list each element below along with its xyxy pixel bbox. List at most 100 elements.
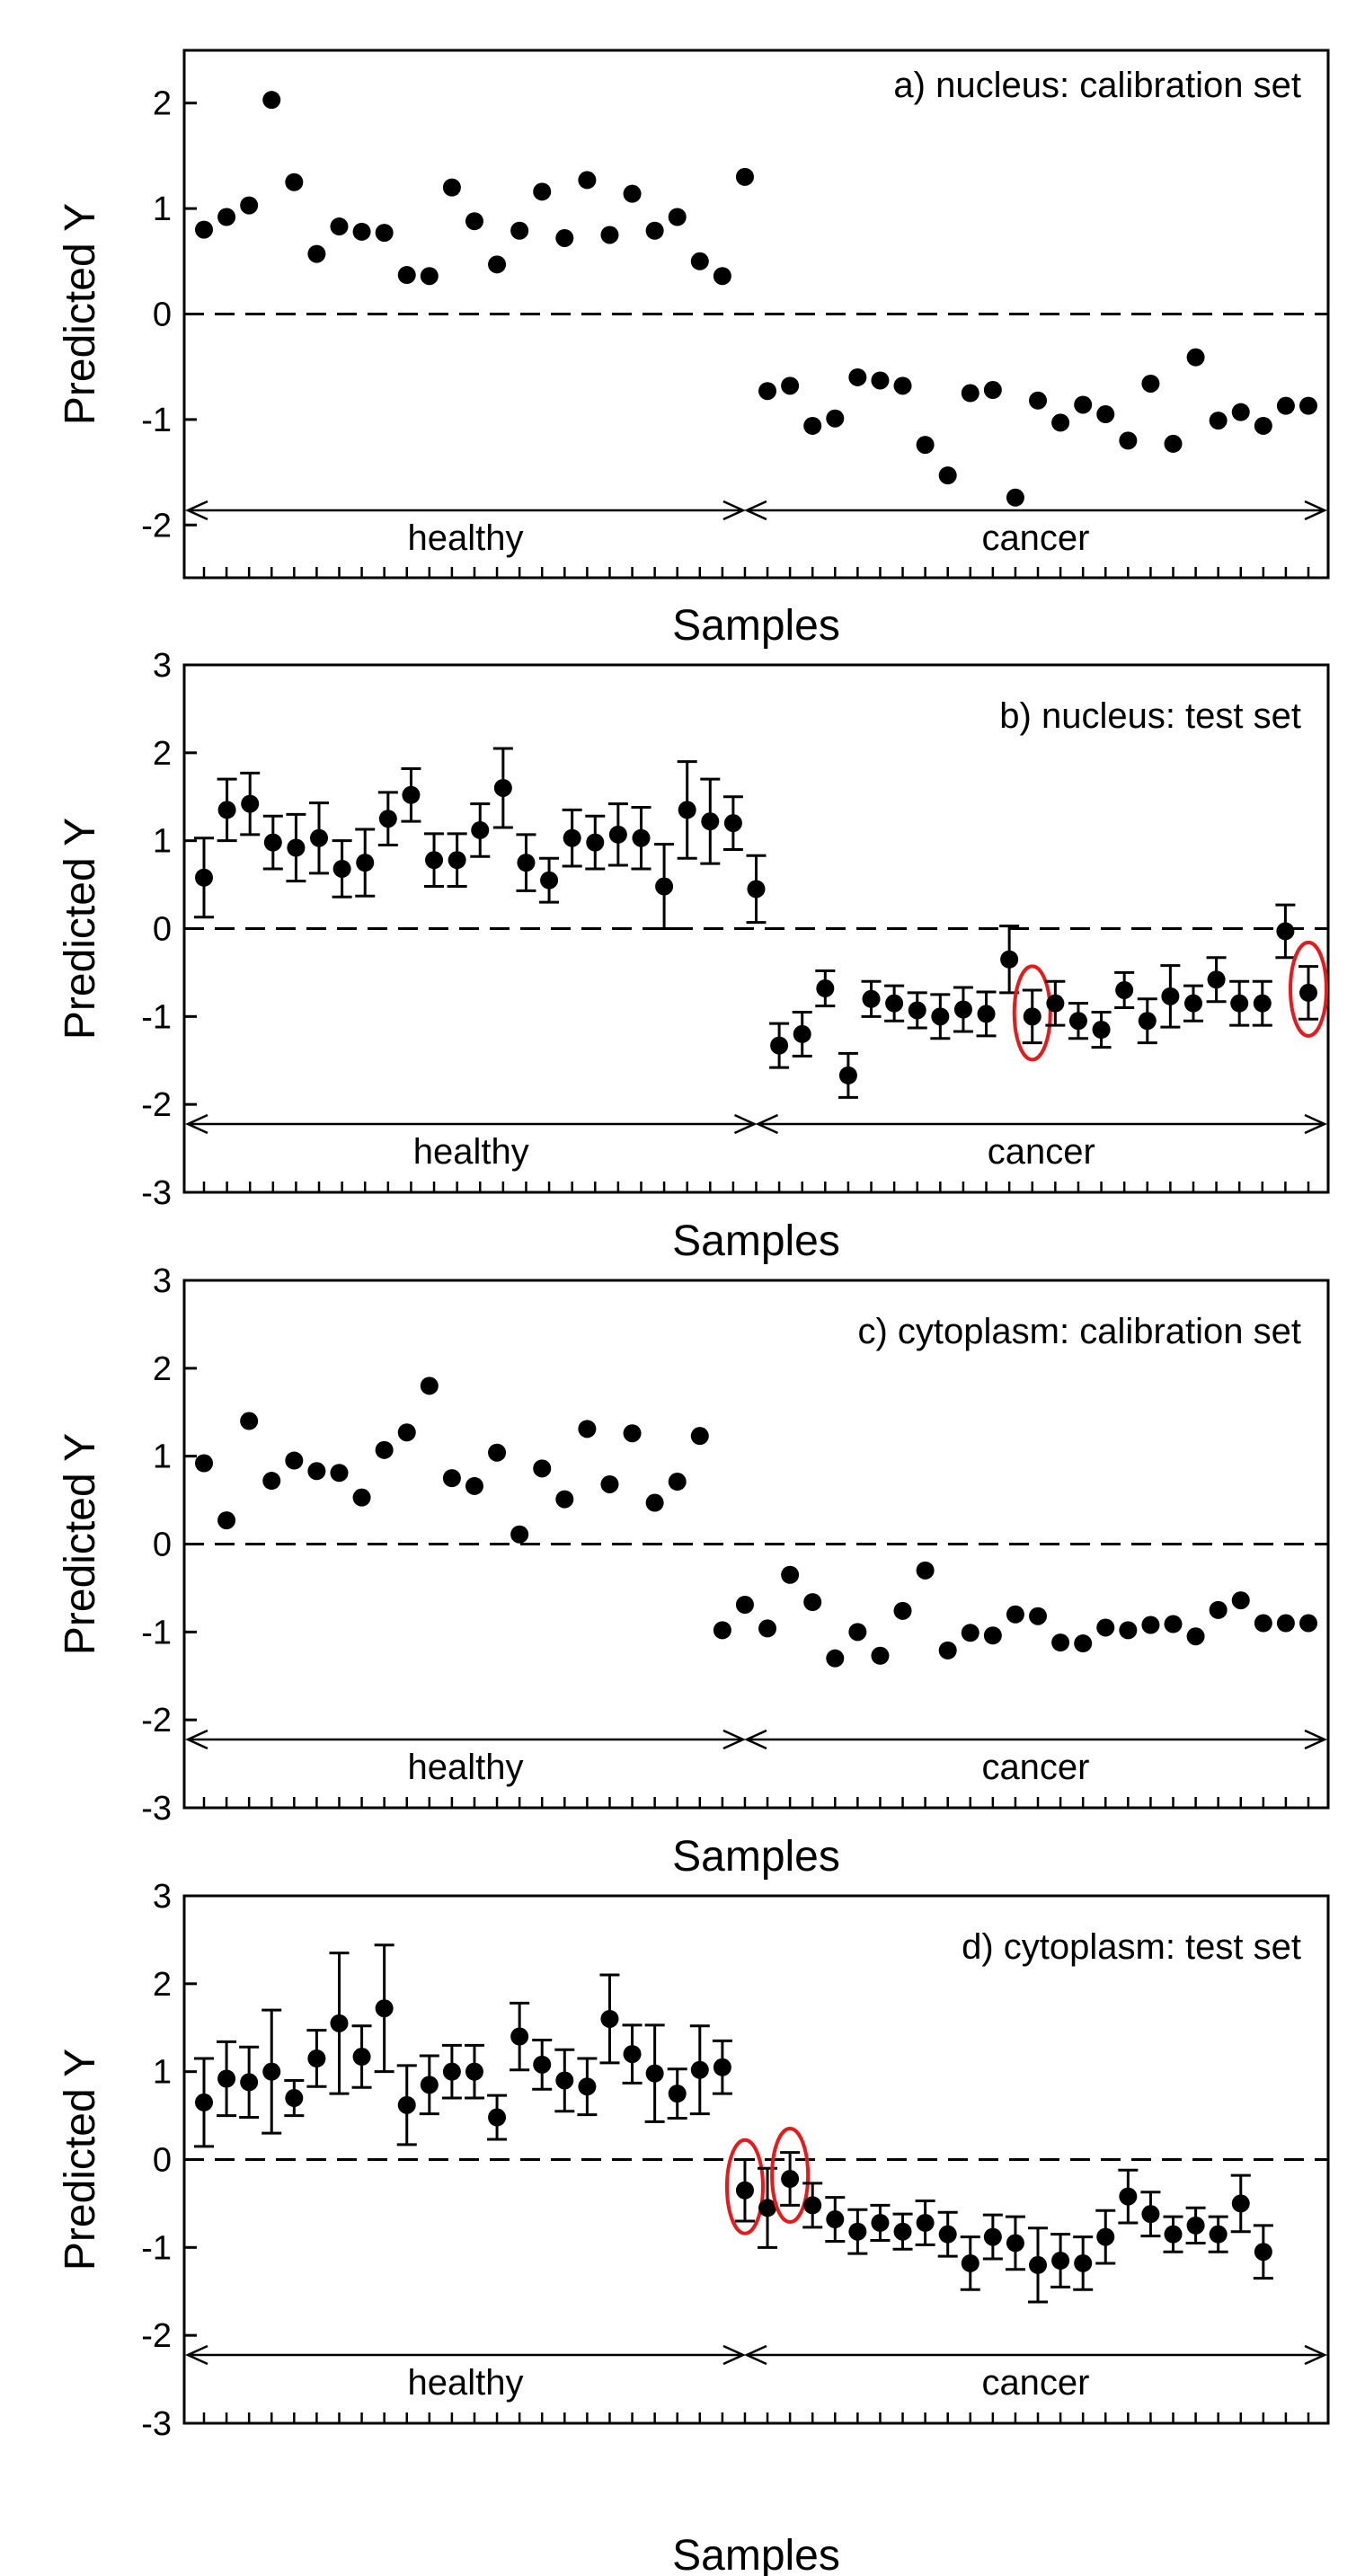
data-point bbox=[1254, 2243, 1272, 2262]
y-axis-label: Predicted Y bbox=[57, 2049, 104, 2271]
arrow-head-left bbox=[743, 2344, 767, 2366]
y-tick-label: 2 bbox=[153, 1350, 172, 1388]
data-point bbox=[217, 801, 236, 819]
data-point bbox=[195, 220, 213, 239]
highlight-ellipse bbox=[770, 2127, 811, 2225]
y-tick-label: 2 bbox=[153, 85, 172, 123]
data-point bbox=[307, 2049, 326, 2067]
data-point bbox=[1231, 2194, 1250, 2213]
data-point bbox=[668, 2085, 687, 2103]
data-point bbox=[1051, 1633, 1070, 1652]
group-label-cancer: cancer bbox=[981, 2363, 1089, 2403]
data-point bbox=[488, 1443, 507, 1462]
data-point bbox=[465, 2062, 483, 2081]
y-tick-label: 2 bbox=[153, 1966, 172, 2004]
data-point bbox=[533, 2055, 552, 2074]
data-point bbox=[240, 2073, 259, 2092]
arrow-head-right bbox=[722, 2344, 746, 2366]
data-point bbox=[352, 222, 371, 241]
data-point bbox=[961, 1624, 979, 1642]
data-point bbox=[1046, 994, 1065, 1013]
data-point bbox=[285, 173, 304, 191]
data-point bbox=[287, 838, 306, 857]
arrow-head-left bbox=[184, 500, 208, 521]
arrow-head-right bbox=[722, 1729, 746, 1750]
data-point bbox=[1096, 1618, 1115, 1637]
y-tick-label: 1 bbox=[153, 823, 172, 861]
x-axis-label: Samples bbox=[672, 602, 840, 650]
data-point bbox=[953, 1000, 972, 1019]
data-point bbox=[397, 1423, 416, 1442]
data-point bbox=[713, 2058, 731, 2076]
group-label-cancer: cancer bbox=[981, 518, 1089, 558]
data-point bbox=[352, 2048, 371, 2067]
arrow-head-left bbox=[755, 1113, 779, 1135]
data-point bbox=[217, 2069, 236, 2088]
y-axis-label: Predicted Y bbox=[57, 818, 104, 1040]
y-tick-label: 0 bbox=[153, 911, 172, 949]
data-point bbox=[758, 1619, 777, 1638]
data-point bbox=[1006, 1605, 1024, 1624]
data-point bbox=[397, 266, 416, 285]
data-point bbox=[623, 1424, 642, 1443]
data-point bbox=[420, 267, 439, 286]
arrow-head-left bbox=[743, 500, 767, 521]
data-point bbox=[586, 833, 605, 852]
data-point bbox=[690, 1427, 709, 1446]
arrow-head-left bbox=[184, 2344, 208, 2366]
data-point bbox=[600, 1474, 619, 1493]
data-point bbox=[871, 1646, 890, 1665]
data-point bbox=[1276, 1614, 1295, 1633]
data-point bbox=[241, 794, 260, 813]
arrow-head-left bbox=[184, 1729, 208, 1750]
data-point bbox=[465, 212, 483, 231]
data-point bbox=[1183, 994, 1202, 1013]
arrow-head-left bbox=[184, 1113, 208, 1135]
panel-title: b) nucleus: test set bbox=[999, 696, 1301, 736]
data-point bbox=[285, 2089, 304, 2108]
panel-a: 2 1 0 -1 -2 healthy cancer a) nucleus: calibrat… bbox=[57, 49, 1330, 650]
data-point bbox=[578, 171, 597, 190]
data-point bbox=[781, 2170, 800, 2189]
data-point bbox=[1254, 416, 1272, 435]
data-point bbox=[735, 2181, 754, 2200]
data-point bbox=[826, 2210, 845, 2229]
data-point bbox=[1074, 395, 1093, 414]
arrow-head-left bbox=[743, 1729, 767, 1750]
data-point bbox=[307, 1462, 326, 1481]
data-point bbox=[916, 1561, 935, 1580]
data-point bbox=[848, 2222, 867, 2241]
data-point bbox=[240, 196, 259, 215]
data-point bbox=[848, 1623, 867, 1642]
data-point bbox=[758, 2199, 777, 2217]
data-point bbox=[848, 367, 867, 386]
data-point bbox=[608, 825, 627, 844]
data-point bbox=[517, 854, 536, 872]
y-tick-label: -3 bbox=[141, 2405, 172, 2443]
data-point bbox=[1276, 396, 1295, 415]
group-label-healthy: healthy bbox=[407, 1748, 523, 1787]
data-point bbox=[1276, 922, 1295, 941]
group-arrow-cancer: cancer bbox=[743, 2344, 1328, 2403]
y-tick-label: -1 bbox=[141, 402, 172, 439]
data-point bbox=[195, 868, 213, 887]
data-point bbox=[781, 376, 800, 395]
data-point bbox=[713, 1621, 731, 1640]
panel-c: 3 2 1 0 -1 -2 -3 healthy cancer c) cytoplasm: cal… bbox=[57, 1262, 1330, 1881]
arrow-head-right bbox=[1304, 2344, 1328, 2366]
data-point bbox=[1000, 950, 1019, 969]
data-point bbox=[262, 91, 281, 110]
data-point bbox=[356, 854, 375, 872]
data-point bbox=[690, 252, 709, 270]
data-point bbox=[1029, 2255, 1048, 2274]
data-point bbox=[420, 1377, 439, 1395]
data-point bbox=[938, 2225, 957, 2244]
data-point bbox=[262, 1472, 281, 1491]
data-point bbox=[578, 2077, 597, 2096]
y-tick-label: -2 bbox=[141, 1086, 172, 1124]
y-tick-label: 1 bbox=[153, 190, 172, 228]
group-arrow-healthy: healthy bbox=[184, 500, 746, 558]
data-point bbox=[442, 2062, 461, 2081]
data-point bbox=[770, 1036, 789, 1055]
